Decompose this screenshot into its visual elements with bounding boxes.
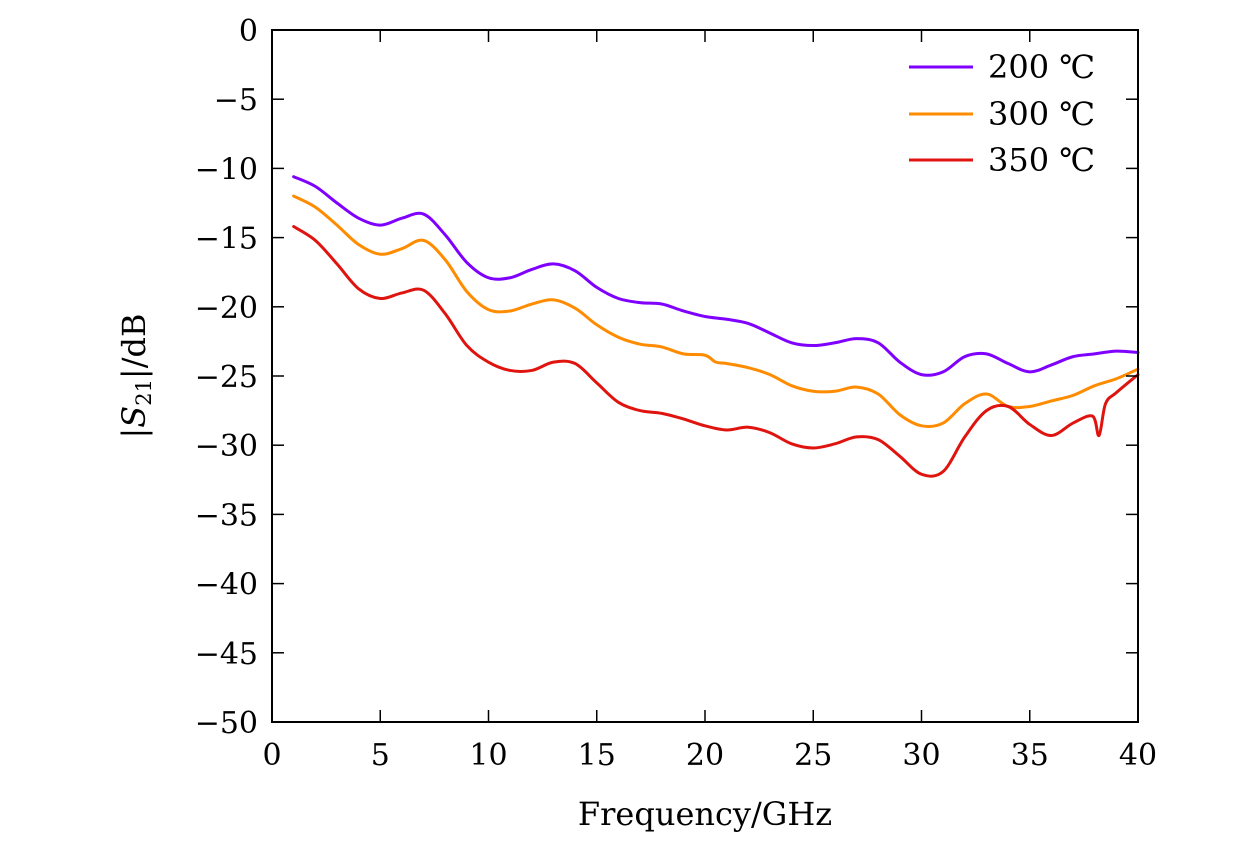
series-layer xyxy=(292,175,1140,478)
series-line-200 xyxy=(292,175,1140,377)
y-tick-label: −25 xyxy=(195,360,258,395)
y-tick-label: −35 xyxy=(195,498,258,533)
y-tick-label: −30 xyxy=(195,429,258,464)
x-axis-title: Frequency/GHz xyxy=(578,795,832,833)
y-axis-title-post: |/dB xyxy=(115,314,153,380)
y-axis-title: |S21|/dB xyxy=(115,314,156,439)
series-line-350 xyxy=(292,225,1140,478)
y-tick-label: −50 xyxy=(195,706,258,741)
y-tick-label: −5 xyxy=(214,83,258,118)
legend-label-350: 350 ℃ xyxy=(988,141,1095,179)
x-tick-label: 25 xyxy=(794,738,832,773)
y-axis-title-symbol: S xyxy=(115,406,153,428)
y-axis-title-pre: | xyxy=(115,428,153,439)
x-tick-label: 5 xyxy=(371,738,390,773)
legend-label-300: 300 ℃ xyxy=(988,95,1095,133)
y-tick-labels: 0 −5 −10 −15 −20 −25 −30 −35 −40 −45 −50 xyxy=(195,14,258,741)
x-tick-label: 15 xyxy=(578,738,616,773)
y-tick-label: −45 xyxy=(195,637,258,672)
y-tick-label: 0 xyxy=(239,14,258,49)
x-tick-label: 0 xyxy=(262,738,281,773)
x-tick-label: 35 xyxy=(1011,738,1049,773)
plot-frame xyxy=(271,29,1139,723)
y-axis-title-subscript: 21 xyxy=(132,379,156,406)
y-tick-label: −10 xyxy=(195,152,258,187)
legend: 200 ℃ 300 ℃ 350 ℃ xyxy=(909,48,1095,179)
series-line-300 xyxy=(292,194,1140,429)
x-tick-label: 10 xyxy=(469,738,507,773)
y-tick-label: −15 xyxy=(195,222,258,257)
y-tick-label: −40 xyxy=(195,568,258,603)
legend-label-200: 200 ℃ xyxy=(988,48,1095,86)
x-tick-labels: 0 5 10 15 20 25 30 35 40 xyxy=(262,738,1157,773)
y-tick-label: −20 xyxy=(195,291,258,326)
x-tick-label: 40 xyxy=(1119,738,1157,773)
x-tick-label: 20 xyxy=(686,738,724,773)
x-tick-label: 30 xyxy=(902,738,940,773)
ticks-layer xyxy=(271,29,1139,723)
